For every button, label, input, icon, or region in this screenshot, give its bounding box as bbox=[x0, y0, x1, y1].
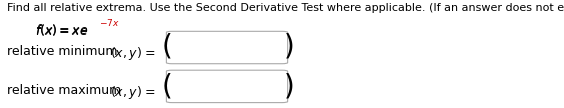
Text: $\mathit{f}(x) = xe^{}$: $\mathit{f}(x) = xe^{}$ bbox=[35, 23, 89, 38]
Text: $f(x) = xe$: $f(x) = xe$ bbox=[35, 22, 89, 37]
Text: ): ) bbox=[284, 72, 294, 100]
Text: $-7x$: $-7x$ bbox=[99, 17, 120, 28]
FancyBboxPatch shape bbox=[166, 31, 288, 64]
Text: ): ) bbox=[284, 33, 294, 61]
Text: $(x, y)$ =: $(x, y)$ = bbox=[110, 45, 156, 62]
Text: (: ( bbox=[162, 33, 173, 61]
FancyBboxPatch shape bbox=[166, 70, 288, 103]
Text: relative maximum: relative maximum bbox=[7, 84, 121, 97]
Text: $(x, y)$ =: $(x, y)$ = bbox=[110, 84, 156, 101]
Text: relative minimum: relative minimum bbox=[7, 45, 117, 58]
Text: (: ( bbox=[162, 72, 173, 100]
Text: Find all relative extrema. Use the Second Derivative Test where applicable. (If : Find all relative extrema. Use the Secon… bbox=[7, 3, 564, 13]
